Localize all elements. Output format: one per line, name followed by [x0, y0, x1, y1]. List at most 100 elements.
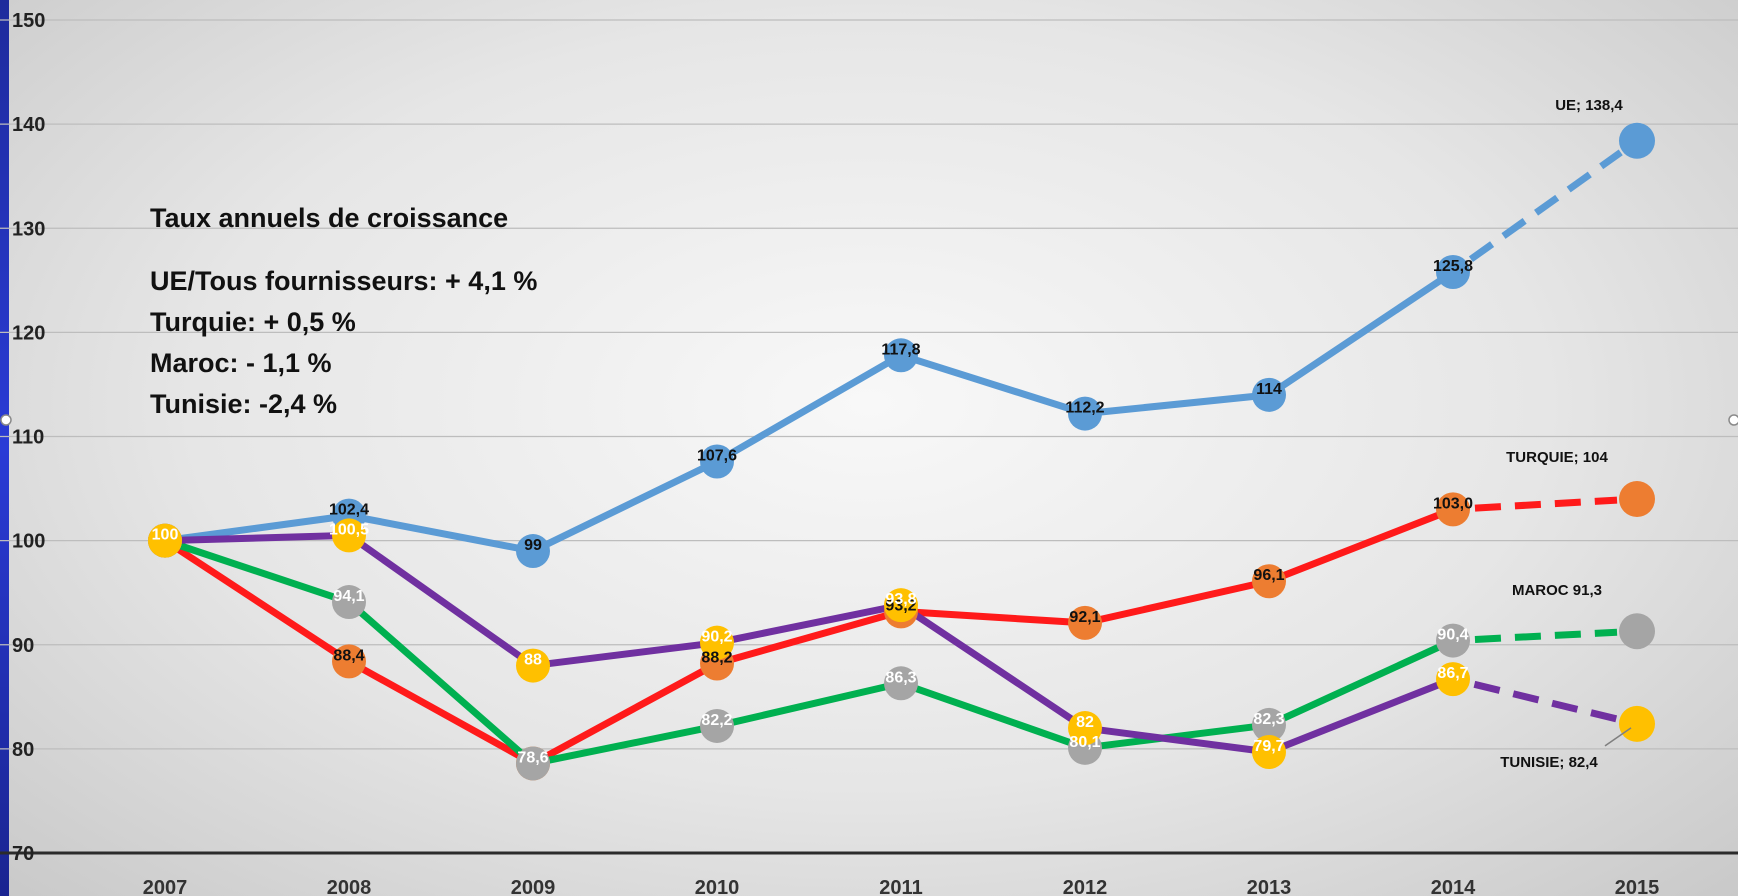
marker-turquie-2015 [1619, 480, 1655, 517]
x-axis-ticks: 2007 2008 2009 2010 2011 2012 2013 2014 2015 [143, 877, 1660, 896]
data-label-tunisie-2008: 100,5 [329, 521, 369, 538]
data-label-turquie-2008: 88,4 [333, 647, 364, 664]
data-label-ue-2009: 99 [524, 537, 542, 554]
series-projection-tunisie [1473, 680, 1619, 723]
data-label-tunisie-2014: 86,7 [1437, 665, 1468, 682]
data-label-turquie-2011: 93,2 [885, 597, 916, 614]
growth-rates-annotation: Taux annuels de croissance UE/Tous fourn… [150, 205, 537, 432]
y-tick-label: 70 [12, 843, 34, 865]
marker-maroc-2015 [1619, 613, 1655, 650]
y-tick-label: 100 [12, 531, 45, 553]
marker-tunisie-2012 [1068, 711, 1102, 746]
x-tick-label: 2009 [511, 877, 556, 896]
annotation-line-turquie: Turquie: + 0,5 % [150, 307, 356, 337]
data-label-turquie-2012: 92,1 [1069, 609, 1100, 626]
data-label-turquie-2010: 88,2 [701, 649, 732, 666]
marker-ue-2010 [700, 444, 734, 479]
end-label-maroc: MAROC 91,3 [1512, 582, 1602, 599]
marker-maroc-2010 [700, 708, 734, 743]
x-tick-label: 2011 [879, 877, 922, 896]
y-tick-label: 90 [12, 635, 34, 657]
left-edge-handle [0, 414, 12, 426]
marker-tunisie-2009 [516, 648, 550, 683]
y-tick-label: 110 [12, 427, 44, 449]
marker-ue-2015 [1619, 122, 1655, 159]
marker-tunisie-2007 [148, 523, 182, 558]
x-tick-label: 2008 [327, 877, 372, 896]
marker-tunisie-2008 [332, 518, 366, 553]
series-lines [161, 149, 1623, 767]
left-accent-bar [0, 0, 9, 896]
x-tick-label: 2012 [1063, 877, 1108, 896]
x-tick-label: 2015 [1615, 877, 1660, 896]
data-label-ue-2014: 125,8 [1433, 258, 1473, 275]
y-tick-label: 150 [12, 10, 45, 32]
series-projection-maroc [1474, 628, 1618, 643]
data-label-maroc-2008: 94,1 [333, 588, 364, 605]
data-label-maroc-2013: 82,3 [1253, 711, 1284, 728]
marker-turquie-2008 [332, 644, 366, 679]
annotation-line-maroc: Maroc: - 1,1 % [150, 348, 332, 378]
annotation-title: Taux annuels de croissance [150, 203, 509, 233]
data-label-maroc-2011: 86,3 [885, 669, 916, 686]
marker-tunisie-2015 [1619, 705, 1655, 742]
gridlines [0, 19, 1738, 855]
data-label-maroc-2009: 78,6 [517, 749, 548, 766]
marker-ue-2011 [884, 338, 918, 373]
data-label-ue-2010: 107,6 [697, 447, 737, 464]
data-label-turquie-2014: 103,0 [1433, 495, 1473, 512]
data-labels: 102,4 99 107,6 117,8 112,2 114 125,8 88,4 88,2 93… [152, 258, 1473, 766]
data-label-ue-2013: 114 [1256, 381, 1282, 398]
y-tick-label: 120 [12, 322, 45, 344]
y-tick-label: 130 [12, 218, 45, 240]
annotation-line-tunisie: Tunisie: -2,4 % [150, 389, 338, 419]
series-line-tunisie [161, 531, 1457, 756]
data-label-tunisie-2007: 100 [152, 527, 179, 544]
x-tick-label: 2007 [143, 877, 188, 896]
annotation-line-ue: UE/Tous fournisseurs: + 4,1 % [150, 266, 538, 296]
marker-maroc-2014 [1436, 623, 1470, 658]
end-label-turquie: TURQUIE; 104 [1506, 449, 1608, 466]
series-markers [148, 122, 1655, 781]
y-axis-ticks: 70 80 90 100 110 120 130 140 150 [12, 10, 45, 865]
data-label-ue-2008: 102,4 [329, 502, 369, 519]
right-edge-handle [1728, 414, 1738, 426]
data-label-tunisie-2010: 90,2 [701, 629, 732, 646]
marker-tunisie-2013 [1252, 734, 1286, 769]
data-label-tunisie-2012: 82 [1076, 714, 1094, 731]
data-label-turquie-2013: 96,1 [1253, 567, 1284, 584]
data-label-maroc-2014: 90,4 [1437, 627, 1468, 644]
data-label-tunisie-2013: 79,7 [1253, 738, 1284, 755]
marker-maroc-2011 [884, 666, 918, 701]
x-tick-label: 2010 [695, 877, 740, 896]
marker-turquie-2013 [1252, 564, 1286, 599]
marker-tunisie-2010 [700, 625, 734, 660]
series-line-maroc [161, 537, 1457, 767]
marker-tunisie-2011 [884, 588, 918, 623]
y-tick-label: 140 [12, 114, 45, 136]
end-label-ue: UE; 138,4 [1555, 97, 1623, 114]
marker-ue-2012 [1068, 396, 1102, 431]
leader-line-tunisie [1604, 727, 1632, 747]
data-label-maroc-2012: 80,1 [1069, 734, 1100, 751]
data-label-maroc-2010: 82,2 [701, 712, 732, 729]
series-projection-ue [1468, 149, 1623, 263]
series-line-ue [161, 268, 1457, 555]
series-projection-turquie [1474, 496, 1618, 512]
x-tick-label: 2013 [1247, 877, 1292, 896]
marker-ue-2014 [1436, 254, 1470, 289]
data-label-tunisie-2009: 88 [524, 652, 542, 669]
end-labels: UE; 138,4 TURQUIE; 104 MAROC 91,3 TUNISIE; … [0, 97, 1738, 771]
marker-tunisie-2014 [1436, 662, 1470, 697]
series-line-turquie [161, 505, 1457, 767]
data-label-ue-2011: 117,8 [881, 341, 920, 358]
marker-turquie-2014 [1436, 492, 1470, 527]
marker-maroc-2009 [516, 746, 550, 781]
marker-ue-2009 [516, 534, 550, 569]
data-label-tunisie-2011: 93,8 [885, 591, 916, 608]
marker-ue-2013 [1252, 377, 1286, 412]
data-label-ue-2012: 112,2 [1065, 400, 1104, 417]
marker-turquie-2012 [1068, 605, 1102, 640]
end-label-tunisie: TUNISIE; 82,4 [1500, 754, 1598, 771]
